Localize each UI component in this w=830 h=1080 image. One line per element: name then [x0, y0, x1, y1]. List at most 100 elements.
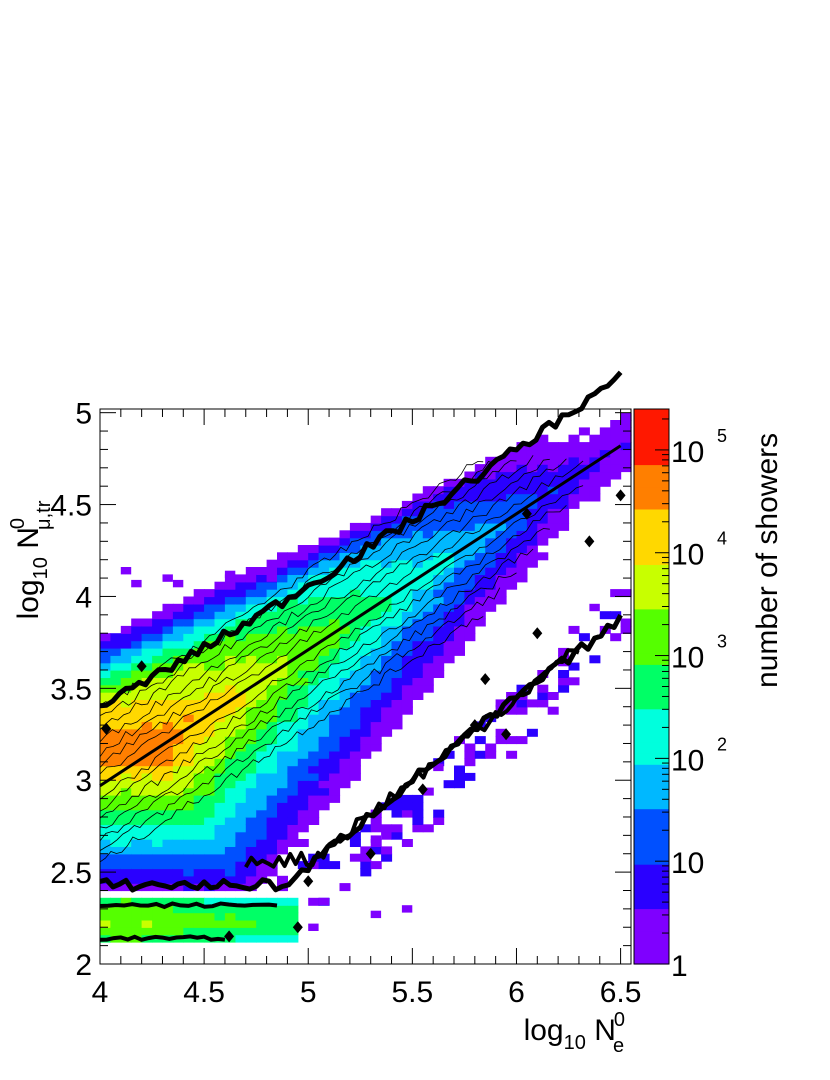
- heatmap-bin: [370, 633, 382, 642]
- heatmap-bin: [422, 625, 434, 634]
- heatmap-bin: [370, 670, 382, 678]
- heatmap-bin: [100, 714, 111, 723]
- heatmap-bin: [495, 545, 507, 553]
- heatmap-bin: [120, 846, 132, 855]
- heatmap-bin: [287, 640, 299, 649]
- heatmap-bin: [297, 772, 309, 781]
- heatmap-bin: [308, 923, 319, 931]
- heatmap-bin: [193, 758, 205, 767]
- heatmap-bin: [412, 794, 424, 803]
- heatmap-bin: [578, 456, 590, 465]
- heatmap-bin: [224, 919, 236, 928]
- palette-bin: [634, 941, 669, 954]
- heatmap-bin: [422, 677, 434, 686]
- heatmap-bin: [308, 655, 320, 664]
- heatmap-bin: [297, 662, 309, 671]
- heatmap-bin: [172, 603, 184, 612]
- heatmap-bin: [224, 780, 236, 789]
- heatmap-bin: [204, 787, 216, 796]
- heatmap-bin: [318, 736, 330, 745]
- heatmap-bin: [329, 670, 341, 678]
- heatmap-bin: [204, 743, 216, 752]
- contour-line: [99, 505, 567, 812]
- heatmap-bin: [152, 699, 164, 708]
- heatmap-bin: [329, 589, 341, 598]
- heatmap-bin: [589, 655, 601, 664]
- heatmap-bin: [297, 721, 309, 730]
- x-tick-label: 6: [508, 976, 525, 1009]
- heatmap-bin: [318, 567, 330, 575]
- heatmap-bin: [537, 478, 549, 487]
- heatmap-bin: [183, 743, 195, 752]
- heatmap-bin: [214, 625, 226, 634]
- heatmap-bin: [287, 684, 299, 693]
- heatmap-bin: [568, 456, 580, 465]
- heatmap-bin: [339, 765, 351, 774]
- heatmap-bin: [620, 449, 632, 458]
- palette-bin: [634, 686, 669, 699]
- heatmap-bin: [318, 728, 330, 737]
- heatmap-bin: [183, 618, 195, 627]
- heatmap-bin: [120, 817, 132, 825]
- heatmap-bin: [401, 684, 413, 693]
- heatmap-bin: [454, 780, 465, 789]
- heatmap-bin: [120, 787, 132, 796]
- heatmap-bin: [172, 684, 184, 693]
- heatmap-bin: [235, 581, 247, 590]
- heatmap-bin: [401, 633, 413, 642]
- heatmap-bin: [256, 802, 268, 811]
- heatmap-bin: [391, 640, 403, 649]
- heatmap-bin: [204, 611, 216, 620]
- palette-bin: [634, 442, 669, 454]
- heatmap-bin: [391, 706, 403, 715]
- heatmap-bin: [256, 897, 268, 906]
- heatmap-bin: [506, 464, 518, 473]
- heatmap-bin: [349, 677, 361, 686]
- heatmap-bin: [547, 706, 559, 715]
- palette-bin: [634, 520, 669, 532]
- heatmap-bin: [214, 824, 226, 833]
- heatmap-bin: [443, 589, 455, 598]
- heatmap-bin: [235, 772, 247, 781]
- heatmap-bin: [120, 927, 132, 936]
- y-axis-title: log10 N0 μ,tr: [7, 500, 55, 619]
- contour-lines: [99, 370, 626, 943]
- heatmap-bin: [214, 875, 226, 884]
- heatmap-bin: [349, 581, 361, 590]
- heatmap-bin: [443, 478, 455, 487]
- heatmap-bin: [401, 677, 413, 686]
- heatmap-bin: [495, 493, 507, 502]
- heatmap-bin: [537, 471, 549, 480]
- heatmap-bin: [193, 765, 205, 774]
- heatmap-bin: [433, 625, 445, 634]
- y-tick-label: 4: [75, 581, 92, 614]
- heatmap-bin: [193, 728, 205, 737]
- heatmap-bin: [277, 677, 288, 686]
- heatmap-bin: [287, 765, 299, 774]
- heatmap-bin: [277, 905, 288, 914]
- heatmap-bin: [329, 684, 341, 693]
- heatmap-bin: [204, 589, 216, 598]
- heatmap-bin: [454, 640, 465, 649]
- palette-bin: [634, 697, 669, 710]
- heatmap-bin: [485, 486, 497, 495]
- heatmap-bin: [110, 809, 122, 818]
- heatmap-bin: [287, 780, 299, 789]
- heatmap-bin: [370, 699, 382, 708]
- heatmap-bin: [516, 552, 528, 561]
- heatmap-bin: [391, 508, 403, 517]
- heatmap-bin: [131, 647, 143, 656]
- heatmap-bin: [308, 750, 320, 759]
- heatmap-bin: [110, 662, 122, 671]
- heatmap-bin: [620, 456, 632, 465]
- heatmap-bin: [214, 758, 226, 767]
- heatmap-bin: [610, 633, 622, 642]
- heatmap-bin: [381, 677, 393, 686]
- heatmap-bin: [183, 868, 195, 877]
- heatmap-bin: [547, 500, 559, 509]
- heatmap-bin: [370, 824, 382, 833]
- heatmap-bin: [224, 736, 236, 745]
- heatmap-bin: [277, 699, 288, 708]
- heatmap-bin: [318, 897, 329, 906]
